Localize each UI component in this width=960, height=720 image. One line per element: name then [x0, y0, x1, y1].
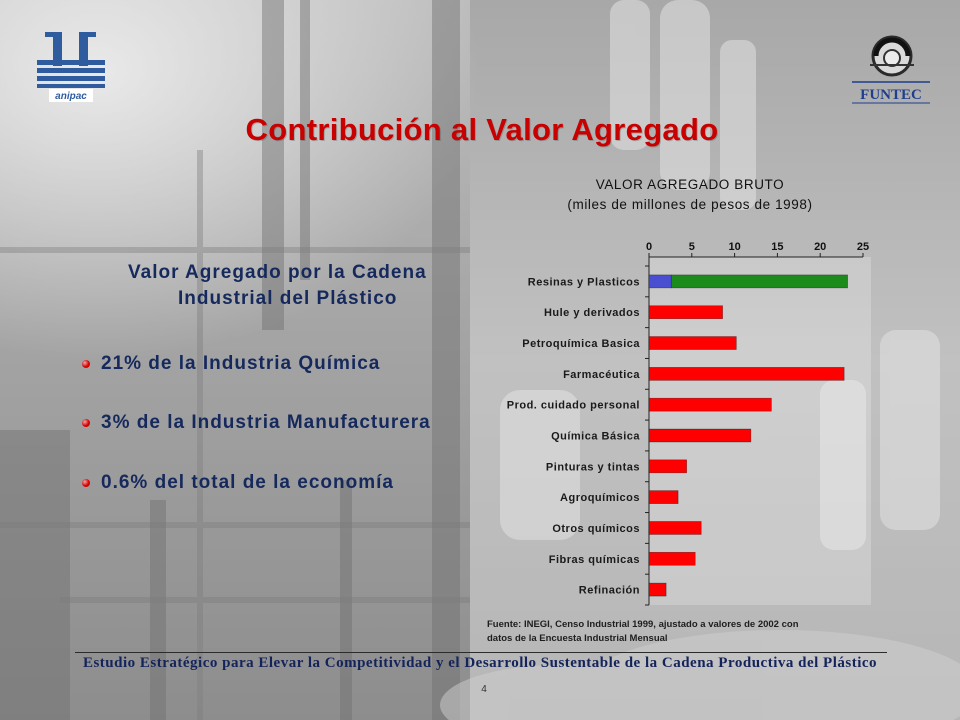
x-tick-label: 10: [728, 241, 740, 253]
bottle: [660, 0, 710, 190]
bar: [648, 490, 679, 504]
logo-cap: [79, 32, 96, 37]
bullet-dot-icon: [82, 419, 90, 427]
logo-cap: [45, 32, 62, 37]
bullet-item: 3% de la Industria Manufacturera: [80, 411, 480, 435]
bar: [648, 305, 723, 320]
x-tick-label: 15: [771, 241, 783, 253]
category-label: Petroquímica Basica: [522, 338, 640, 350]
source-line: datos de la Encuesta Industrial Mensual: [487, 633, 668, 644]
logo-band: [37, 68, 105, 73]
x-tick-label: 25: [857, 241, 869, 253]
chart-subtitle: (miles de millones de pesos de 1998): [567, 197, 813, 212]
anipac-logo-graphic: anipac: [37, 32, 105, 102]
anipac-wordmark: anipac: [55, 91, 87, 102]
slide-title: Contribución al Valor Agregado: [245, 112, 719, 147]
bullet-text: 3% de la Industria Manufacturera: [101, 412, 431, 433]
category-label: Otros químicos: [552, 523, 640, 535]
x-tick-label: 0: [646, 241, 652, 253]
bar: [648, 428, 752, 443]
funtec-emblem: [870, 35, 914, 77]
tower: [340, 480, 352, 720]
bullet-item: 21% de la Industria Química: [80, 352, 480, 376]
x-tick-label: 20: [814, 241, 826, 253]
bottle: [500, 390, 580, 540]
bar: [648, 459, 687, 474]
source-line: Fuente: INEGI, Censo Industrial 1999, aj…: [487, 619, 799, 630]
tower: [0, 430, 70, 720]
logo-band: [37, 76, 105, 81]
industrial-pipes: [0, 150, 470, 720]
bar: [648, 582, 667, 597]
bar: [648, 521, 702, 535]
bottle: [820, 380, 866, 550]
category-label: Pinturas y tintas: [546, 461, 640, 473]
logo-band: [37, 60, 105, 65]
bottle: [720, 40, 756, 210]
x-tick-label: 5: [689, 241, 695, 253]
category-label: Refinación: [579, 585, 640, 597]
logo-label-strip: [49, 89, 93, 102]
anipac-logo: anipac: [33, 28, 109, 104]
page-number: 4: [481, 684, 487, 695]
bullet-text: 21% de la Industria Química: [101, 353, 381, 374]
industrial-towers: [0, 0, 460, 720]
chart-title: VALOR AGREGADO BRUTO: [595, 177, 785, 192]
category-label: Resinas y Plasticos: [528, 276, 640, 288]
logo-column: [79, 32, 88, 66]
bullet-dot-icon: [82, 360, 90, 368]
bar: [648, 336, 737, 350]
rubble-pile: [440, 665, 680, 720]
funtec-wordmark: FUNTEC: [860, 87, 922, 103]
funtec-logo-graphic: FUNTEC: [852, 35, 930, 104]
bar: [670, 274, 848, 289]
category-label: Fibras químicas: [549, 554, 640, 566]
funtec-logo: FUNTEC: [850, 34, 932, 106]
bottle: [880, 330, 940, 530]
tower: [150, 500, 166, 720]
footer-text: Estudio Estratégico para Elevar la Compe…: [82, 655, 878, 671]
summary-heading-line: Valor Agregado por la Cadena: [128, 262, 427, 283]
bullet-dot-icon: [82, 479, 90, 487]
bullet-text: 0.6% del total de la economía: [101, 472, 394, 493]
tower: [432, 0, 460, 720]
emblem-arc: [873, 37, 911, 57]
bar: [648, 274, 672, 289]
category-label: Farmacéutica: [563, 369, 640, 381]
category-label: Prod. cuidado personal: [507, 400, 640, 412]
footer-divider: [75, 652, 887, 653]
tower: [300, 0, 310, 280]
logo-band: [37, 84, 105, 88]
source-note: Fuente: INEGI, Censo Industrial 1999, aj…: [487, 618, 799, 646]
bar: [648, 551, 696, 566]
tower: [262, 0, 284, 330]
bottle: [610, 0, 650, 150]
emblem-core: [883, 49, 901, 67]
category-label: Química Básica: [551, 431, 640, 443]
category-label: Hule y derivados: [544, 307, 640, 319]
bar: [648, 397, 772, 412]
category-label: Agroquímicos: [560, 492, 640, 504]
bar: [648, 367, 845, 381]
plastic-bottles: [500, 0, 940, 550]
summary-heading-line: Industrial del Plástico: [178, 288, 398, 309]
bar-chart: 0 5 10 15 20 25 Resinas y Plasticos Hule y deri…: [507, 241, 871, 606]
logo-column: [53, 32, 62, 66]
bullet-item: 0.6% del total de la economía: [80, 471, 480, 495]
